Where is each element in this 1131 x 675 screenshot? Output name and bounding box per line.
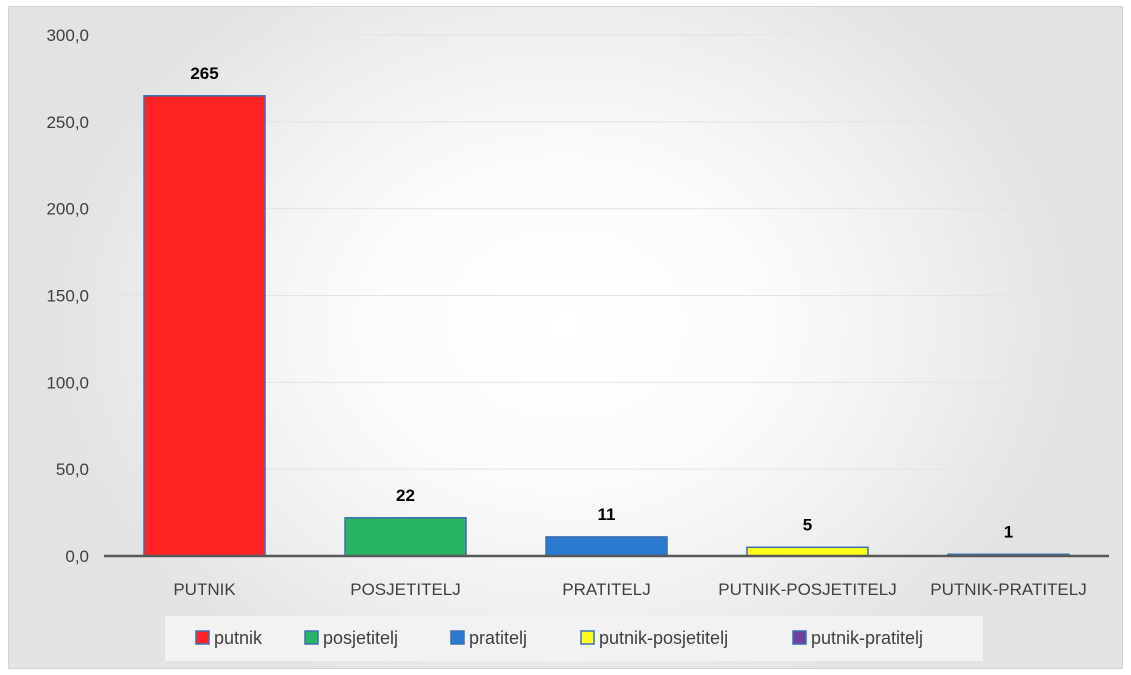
bar (143, 95, 266, 557)
legend-swatch (450, 630, 465, 645)
bar (344, 517, 467, 557)
bar (545, 536, 668, 557)
legend-label: posjetitelj (323, 628, 398, 648)
y-tick-label: 0,0 (65, 547, 89, 566)
y-tick-label: 50,0 (56, 460, 89, 479)
legend-box (165, 616, 983, 661)
legend-label: pratitelj (469, 628, 527, 648)
legend-swatch (304, 630, 319, 645)
legend-swatch (792, 630, 807, 645)
y-tick-label: 100,0 (46, 373, 89, 392)
bar (746, 546, 869, 557)
legend-label: putnik (214, 628, 263, 648)
bar-chart: 0,0 50,0 100,0 150,0 200,0 250,0 300,0 265 PUTNI… (46, 26, 1109, 661)
x-tick-label: POSJETITELJ (350, 580, 461, 599)
legend-label: putnik-pratitelj (811, 628, 923, 648)
data-label: 11 (598, 505, 616, 524)
x-tick-label: PUTNIK (173, 580, 236, 599)
y-tick-label: 200,0 (46, 200, 89, 219)
legend-label: putnik-posjetitelj (599, 628, 728, 648)
y-tick-label: 300,0 (46, 26, 89, 45)
data-label: 1 (1004, 522, 1013, 541)
legend-swatch (580, 630, 595, 645)
data-label: 22 (396, 486, 415, 505)
y-tick-label: 250,0 (46, 113, 89, 132)
x-tick-label: PRATITELJ (562, 580, 650, 599)
x-tick-label: PUTNIK-POSJETITELJ (718, 580, 897, 599)
x-tick-label: PUTNIK-PRATITELJ (930, 580, 1086, 599)
data-label: 5 (803, 515, 812, 534)
legend-swatch (195, 630, 210, 645)
data-label: 265 (190, 64, 218, 83)
chart-area: 0,0 50,0 100,0 150,0 200,0 250,0 300,0 265 PUTNI… (8, 6, 1123, 669)
y-tick-label: 150,0 (46, 287, 89, 306)
